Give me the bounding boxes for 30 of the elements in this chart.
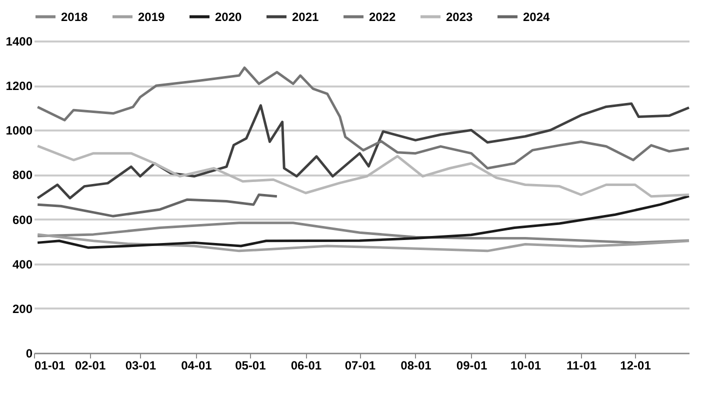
x-tick-label: 07-01 <box>344 358 376 372</box>
legend-label: 2021 <box>292 10 320 24</box>
y-tick-label: 1200 <box>6 79 33 94</box>
x-tick-label: 02-01 <box>74 358 106 372</box>
y-tick-label: 600 <box>12 212 33 227</box>
x-tick-label: 05-01 <box>235 358 266 372</box>
legend-label: 2023 <box>446 10 474 24</box>
y-tick-label: 0 <box>26 346 33 360</box>
x-tick-label: 01-01 <box>34 358 66 372</box>
x-tick-label: 09-01 <box>456 358 488 372</box>
x-tick-label: 03-01 <box>125 358 156 372</box>
x-tick-label: 04-01 <box>181 358 212 372</box>
y-tick-label: 200 <box>12 302 33 316</box>
legend-label: 2019 <box>138 10 166 24</box>
x-tick-label: 11-01 <box>566 358 597 372</box>
x-tick-label: 12-01 <box>620 358 652 372</box>
legend-label: 2018 <box>61 10 88 24</box>
y-tick-label: 400 <box>12 257 33 272</box>
line-series <box>36 194 690 249</box>
line-series <box>36 194 278 218</box>
legend-label: 2020 <box>215 10 242 24</box>
y-tick-label: 1000 <box>6 124 33 138</box>
legend-label: 2022 <box>369 10 396 24</box>
x-tick-label: 08-01 <box>400 358 432 372</box>
x-tick-label: 10-01 <box>510 358 542 372</box>
legend-label: 2024 <box>523 10 550 24</box>
y-tick-label: 1400 <box>6 34 33 48</box>
x-tick-label: 06-01 <box>290 358 322 372</box>
line-series <box>36 233 690 252</box>
y-tick-label: 800 <box>12 168 33 182</box>
